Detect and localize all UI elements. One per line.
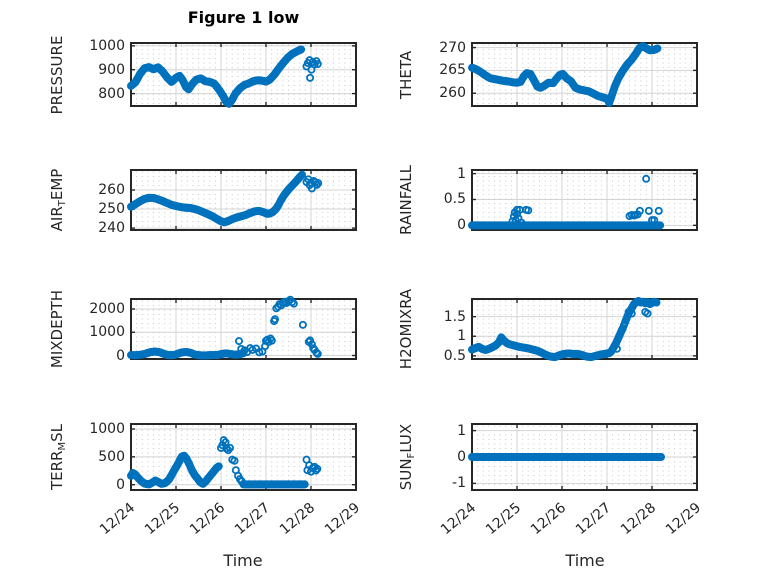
scatter-markers <box>127 170 323 227</box>
y-tick-label: 1000 <box>89 37 125 54</box>
plot-area-h2omixra <box>468 296 698 362</box>
x-axis-label-left: Time <box>223 551 263 570</box>
y-tick-label: 1 <box>457 165 466 182</box>
plot-area-theta <box>468 42 698 107</box>
y-tick-label: -1 <box>452 475 466 492</box>
y-tick-label: 260 <box>98 182 125 198</box>
y-axis-label-air_temp: AIRTEMP <box>48 168 68 232</box>
y-tick-label: 1000 <box>89 324 125 341</box>
figure-title: Figure 1 low <box>187 8 300 27</box>
y-axis-label-pressure: PRESSURE <box>48 35 66 114</box>
y-tick-label: 1.5 <box>443 308 466 325</box>
y-tick-label: 900 <box>98 61 125 78</box>
x-tick-label: 12/24 <box>437 499 480 539</box>
x-tick-label: 12/26 <box>527 499 570 539</box>
scatter-markers <box>468 296 661 362</box>
x-tick-label: 12/29 <box>662 499 705 539</box>
scatter-markers <box>468 42 662 107</box>
y-tick-label: 1000 <box>89 421 125 437</box>
plot-area-rainfall <box>468 169 698 231</box>
x-tick-label: 12/28 <box>617 499 660 539</box>
y-axis-label-terr_msl: TERRMSL <box>48 423 68 491</box>
x-axis-label-right: Time <box>565 551 605 570</box>
y-axis-label-h2omixra: H2OMIXRA <box>397 288 415 370</box>
y-tick-label: 0 <box>116 476 125 493</box>
y-axis-label-sun_flux: SUNFLUX <box>397 423 417 491</box>
x-tick-label: 12/27 <box>231 499 274 539</box>
y-axis-label-rainfall: RAINFALL <box>397 165 415 235</box>
plot-area-terr_msl <box>127 423 357 491</box>
y-tick-label: 0.5 <box>443 191 466 208</box>
x-tick-label: 12/28 <box>276 499 319 539</box>
y-tick-label: 250 <box>98 201 125 218</box>
scatter-markers <box>127 45 322 108</box>
y-axis-label-theta: THETA <box>397 50 415 99</box>
y-tick-label: 240 <box>98 220 125 237</box>
y-tick-label: 1 <box>457 328 466 345</box>
y-axis-label-mixdepth: MIXDEPTH <box>48 289 66 369</box>
y-tick-label: 500 <box>98 448 125 465</box>
x-tick-label: 12/29 <box>321 499 364 539</box>
y-tick-label: 265 <box>439 62 466 79</box>
x-tick-label: 12/25 <box>482 499 525 539</box>
x-tick-label: 12/25 <box>141 499 184 539</box>
plot-area-sun_flux <box>468 423 698 491</box>
x-tick-label: 12/26 <box>186 499 229 539</box>
scatter-markers <box>468 452 665 461</box>
y-tick-label: 0 <box>116 347 125 364</box>
plot-area-air_temp <box>127 169 357 231</box>
x-tick-label: 12/27 <box>572 499 615 539</box>
plot-area-mixdepth <box>127 295 357 360</box>
y-tick-label: 260 <box>439 85 466 102</box>
y-tick-label: 0 <box>457 449 466 465</box>
plot-area-pressure <box>127 42 357 108</box>
x-tick-label: 12/24 <box>96 499 139 539</box>
scatter-markers <box>127 295 322 360</box>
y-tick-label: 270 <box>439 39 466 56</box>
y-tick-label: 2000 <box>89 301 125 317</box>
scatter-markers <box>468 174 665 230</box>
scatter-markers <box>127 436 322 489</box>
y-tick-label: 0 <box>457 217 466 234</box>
y-tick-label: 1 <box>457 422 466 439</box>
y-tick-label: 800 <box>98 85 125 102</box>
y-tick-label: 0.5 <box>443 347 466 364</box>
